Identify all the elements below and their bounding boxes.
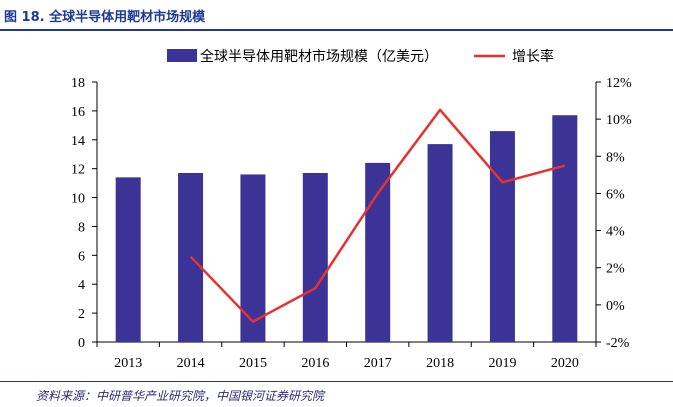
left-tick-label: 18 [71,76,85,91]
right-tick-label: 6% [606,187,625,202]
legend: 全球半导体用靶材市场规模（亿美元） 增长率 [167,48,554,65]
right-tick-label: 12% [606,76,632,91]
left-tick-label: 6 [78,249,85,264]
growth-rate-line [189,108,566,323]
right-y-axis: -2% 0% 2% 4% 6% 8% 10% 12% [596,76,632,351]
growth-line-series [189,108,566,323]
right-tick-label: -2% [606,336,630,351]
left-tick-label: 16 [71,105,85,120]
bar-2016 [302,173,328,342]
bar-2013 [115,177,141,342]
footer-divider [0,381,673,382]
legend-bar-label: 全球半导体用靶材市场规模（亿美元） [200,48,438,65]
right-tick-label: 0% [606,299,625,314]
right-tick-label: 8% [606,150,625,165]
bar-2017 [365,162,391,342]
right-tick-label: 2% [606,262,625,277]
x-tick-label: 2015 [239,356,267,371]
x-axis: 2013 2014 2015 2016 2017 2018 2019 2020 [96,342,597,371]
x-tick-label: 2013 [114,356,142,371]
x-tick-label: 2018 [426,356,454,371]
x-tick-label: 2017 [364,356,392,371]
left-tick-label: 14 [71,134,85,149]
left-tick-label: 2 [78,307,85,322]
title-divider [0,29,673,31]
x-tick-label: 2014 [177,356,205,371]
right-tick-label: 4% [606,225,625,240]
source-note: 资料来源：中研普华产业研究院，中国银河证券研究院 [36,389,325,403]
bar-2020 [552,115,578,342]
left-tick-label: 12 [71,163,85,178]
x-tick-label: 2019 [488,356,516,371]
legend-bar-swatch [167,49,197,62]
plot-frame [96,82,597,343]
right-tick-label: 10% [606,113,632,128]
bar-2019 [489,131,515,342]
bar-series [115,115,578,342]
figure-title: 图 18. 全球半导体用靶材市场规模 [4,10,206,25]
left-tick-label: 0 [78,336,85,351]
x-tick-label: 2016 [301,356,329,371]
left-tick-label: 4 [78,278,85,293]
bar-2018 [427,144,453,342]
left-tick-label: 8 [78,220,85,235]
legend-line-label: 增长率 [512,48,554,65]
left-y-axis: 0 2 4 6 8 10 12 14 16 18 [71,76,97,351]
x-tick-label: 2020 [551,356,579,371]
left-tick-label: 10 [71,192,85,207]
